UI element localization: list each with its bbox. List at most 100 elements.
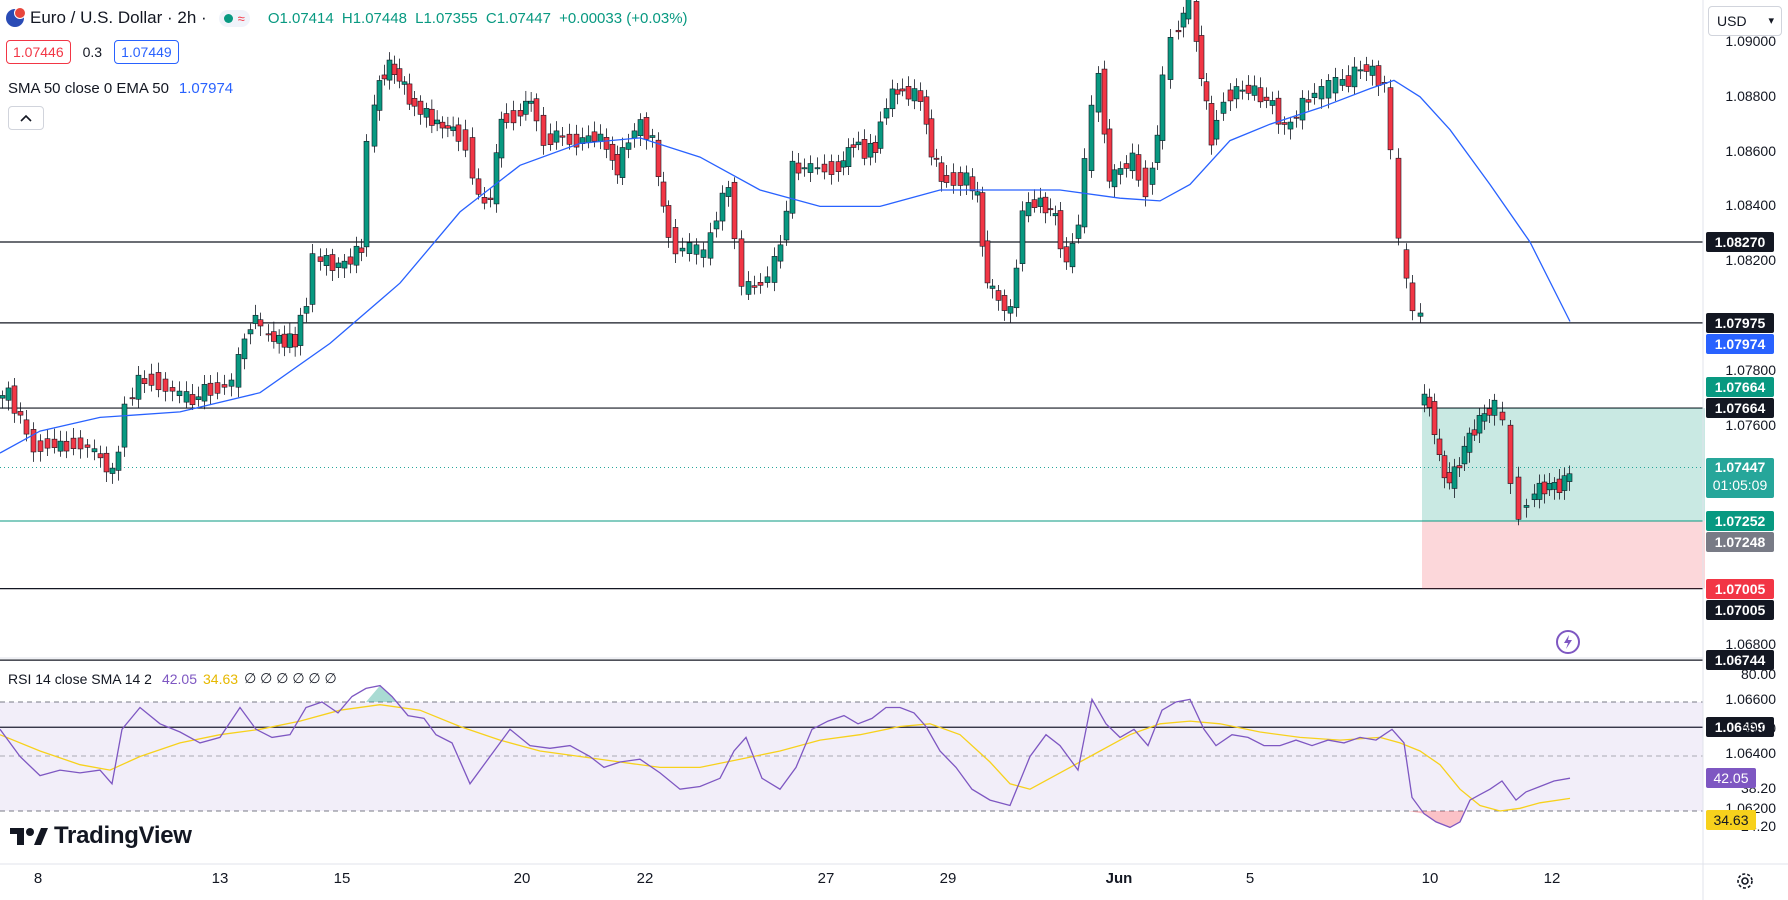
tradingview-logo[interactable]: TradingView xyxy=(10,822,192,850)
candle-body xyxy=(1403,249,1410,279)
candle-body xyxy=(923,96,930,125)
candle-body xyxy=(547,133,554,146)
candle-body xyxy=(821,163,828,173)
price-axis-label: 1.08200 xyxy=(1725,252,1776,269)
candle-body xyxy=(984,240,991,284)
candle-body xyxy=(169,387,176,392)
symbol-legend[interactable]: Euro / U.S. Dollar · 2h · ≈ O1.07414 H1.… xyxy=(6,7,688,28)
candle-body xyxy=(517,110,524,117)
rsi-extra-values: ∅ ∅ ∅ ∅ ∅ ∅ xyxy=(244,670,337,686)
candle-body xyxy=(1227,89,1234,102)
market-status-badge[interactable]: ≈ xyxy=(218,9,250,27)
candle-body xyxy=(371,104,378,147)
bid-ask-row: 1.07446 0.3 1.07449 xyxy=(6,40,179,64)
candle-body xyxy=(353,245,360,266)
candle-body xyxy=(713,220,720,230)
candle-body xyxy=(1491,399,1498,416)
candle-body xyxy=(455,124,462,142)
candle-body xyxy=(553,130,560,143)
candle-body xyxy=(450,126,456,131)
price-tag-line: 1.07975 xyxy=(1706,312,1774,333)
candle-body xyxy=(625,142,632,150)
candle-body xyxy=(252,314,259,324)
long-position-tool[interactable] xyxy=(0,408,1705,589)
candle-body xyxy=(745,281,752,295)
candle-body xyxy=(1441,455,1448,479)
candle-body xyxy=(1499,411,1506,421)
tradingview-mark-icon xyxy=(10,828,48,845)
candle-body xyxy=(1325,80,1332,99)
candle-body xyxy=(1332,76,1339,94)
ema-50-line xyxy=(0,79,1571,454)
candle-body xyxy=(176,390,183,397)
candle-body xyxy=(738,238,745,287)
rsi-value: 42.05 xyxy=(161,670,198,687)
candle-body xyxy=(141,378,148,384)
candle-body xyxy=(201,384,208,402)
candle-body xyxy=(195,396,202,400)
candle-body xyxy=(700,249,707,258)
ohlc-high: H1.07448 xyxy=(341,9,407,27)
market-open-icon xyxy=(223,13,233,23)
price-tag-target: 1.07664 xyxy=(1706,377,1774,398)
candle-body xyxy=(789,160,796,214)
candle-body xyxy=(401,81,408,85)
date-axis-label: 8 xyxy=(33,870,43,887)
candle-body xyxy=(1123,163,1130,169)
spread-value: 0.3 xyxy=(82,44,103,60)
symbol-title[interactable]: Euro / U.S. Dollar · 2h · xyxy=(30,8,207,27)
currency-label: USD xyxy=(1717,13,1747,29)
candle-body xyxy=(276,334,282,344)
candle-body xyxy=(523,100,529,115)
candle-body xyxy=(439,121,446,129)
ma-legend[interactable]: SMA 50 close 0 EMA 50 1.07974 xyxy=(8,80,233,97)
price-axis-label: 1.08600 xyxy=(1725,142,1776,159)
candle-body xyxy=(619,147,626,178)
date-axis-label: 12 xyxy=(1543,870,1561,887)
candle-body xyxy=(1075,224,1082,239)
candle-body xyxy=(221,384,228,388)
candle-body xyxy=(434,119,440,125)
candle-body xyxy=(883,108,890,119)
candle-body xyxy=(309,253,316,305)
bid-price-button[interactable]: 1.07446 xyxy=(6,40,71,64)
candle-body xyxy=(1299,97,1306,121)
candle-body xyxy=(228,379,235,387)
candle-body xyxy=(77,437,84,450)
candle-body xyxy=(1037,197,1044,207)
candle-body xyxy=(1233,86,1240,100)
candle-body xyxy=(917,90,924,102)
date-axis-label: 29 xyxy=(939,870,957,887)
candle-body xyxy=(23,419,30,435)
candle-body xyxy=(265,333,272,336)
candle-body xyxy=(1129,152,1136,172)
rsi-legend[interactable]: RSI 14 close SMA 14 2 42.05 34.63 ∅ ∅ ∅ … xyxy=(8,670,337,687)
candle-body xyxy=(30,429,37,453)
candle-body xyxy=(861,139,868,159)
candle-body xyxy=(381,74,388,80)
gear-icon[interactable] xyxy=(1734,870,1756,892)
horizontal-lines[interactable] xyxy=(0,241,1703,728)
candle-body xyxy=(828,161,835,175)
price-axis-label: 1.06600 xyxy=(1725,690,1776,707)
stop-zone[interactable] xyxy=(1422,520,1705,589)
collapse-legend-button[interactable] xyxy=(8,106,44,130)
candle-body xyxy=(905,86,912,100)
candle-body xyxy=(341,260,348,269)
profit-zone[interactable] xyxy=(1422,408,1705,521)
ask-price-button[interactable]: 1.07449 xyxy=(114,40,179,64)
candle-body xyxy=(1345,75,1352,87)
rsi-sma-value-tag: 34.63 xyxy=(1706,810,1756,830)
candle-body xyxy=(363,140,370,248)
candle-body xyxy=(11,385,18,414)
candle-body xyxy=(423,108,430,118)
candle-body xyxy=(1167,36,1174,80)
candle-body xyxy=(510,110,517,124)
candle-body xyxy=(801,167,808,170)
rsi-pane[interactable] xyxy=(0,684,1703,829)
candle-body xyxy=(1436,438,1443,456)
lightning-icon[interactable] xyxy=(1556,630,1580,654)
currency-select[interactable]: USD ▾ xyxy=(1708,6,1782,36)
candle-body xyxy=(1047,208,1054,211)
